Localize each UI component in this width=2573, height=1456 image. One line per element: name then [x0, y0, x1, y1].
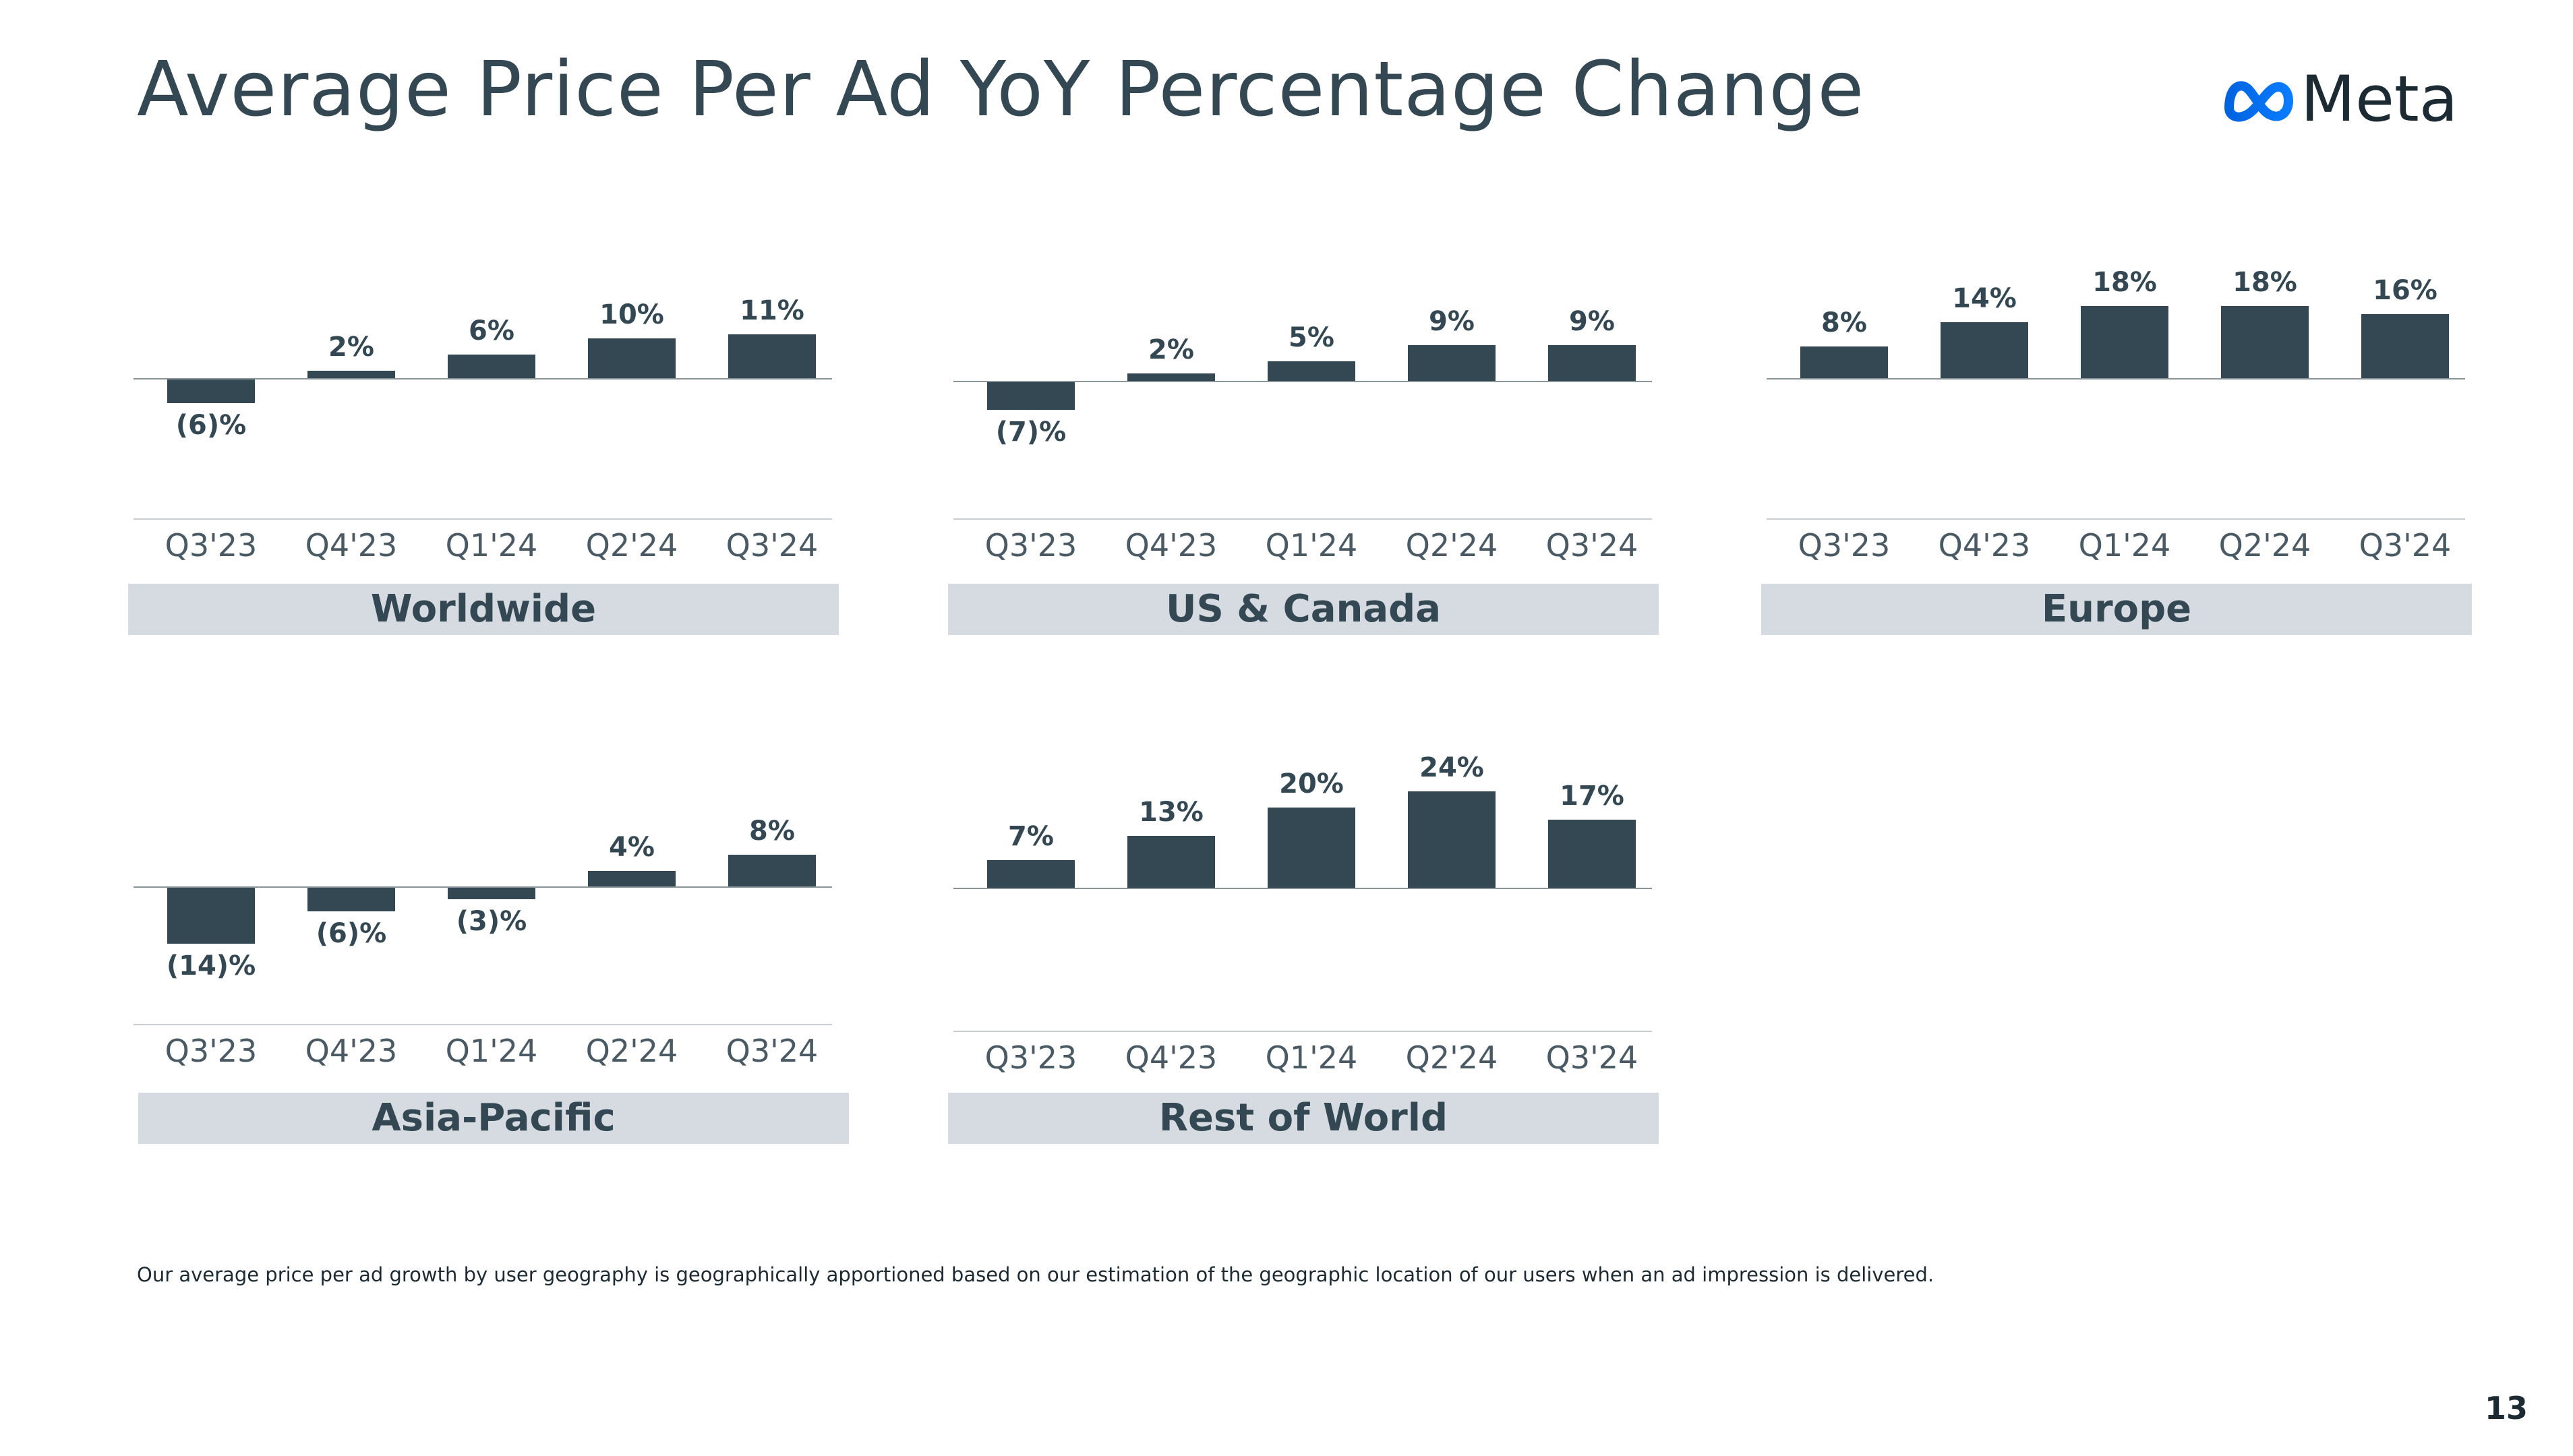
- category-tick-label: Q3'23: [985, 527, 1077, 564]
- data-label: 8%: [1821, 307, 1867, 338]
- bar: [448, 887, 535, 899]
- bar: [2081, 306, 2168, 379]
- category-tick-label: Q3'24: [2359, 527, 2452, 564]
- data-label: 24%: [1419, 752, 1484, 783]
- meta-infinity-logo-icon: [2224, 81, 2293, 122]
- bar: [448, 355, 535, 379]
- category-tick-label: Q3'24: [1546, 1039, 1638, 1076]
- category-tick-label: Q3'24: [726, 527, 819, 564]
- chart-europe: 8% Q3'23 14% Q4'23 18% Q1'24 18% Q2'24 16% Q3'24: [1761, 256, 2476, 566]
- bar: [307, 887, 395, 911]
- data-label: 20%: [1279, 768, 1344, 799]
- region-label-us-canada: US & Canada: [948, 584, 1659, 635]
- data-label: (14)%: [167, 950, 256, 981]
- footnote: Our average price per ad growth by user …: [137, 1263, 1934, 1286]
- category-tick-label: Q2'24: [586, 1033, 678, 1069]
- data-label: 5%: [1289, 322, 1334, 353]
- category-tick-label: Q1'24: [446, 1033, 538, 1069]
- chart-rest-of-world: 7% Q3'23 13% Q4'23 20% Q1'24 24% Q2'24 17% Q3'24: [948, 752, 1663, 1076]
- bar: [987, 382, 1075, 410]
- data-label: 18%: [2232, 267, 2297, 298]
- bar: [167, 887, 255, 944]
- data-label: 6%: [469, 315, 514, 346]
- bar: [307, 371, 395, 379]
- logo-wordmark: Meta: [2301, 63, 2458, 136]
- data-label: 13%: [1139, 797, 1204, 828]
- category-tick-label: Q4'23: [305, 527, 398, 564]
- bar: [728, 334, 816, 379]
- bar: [588, 871, 676, 887]
- bar: [2361, 314, 2449, 379]
- data-label: (7)%: [996, 417, 1066, 448]
- chart-asia-pacific: (14)% Q3'23 (6)% Q4'23 (3)% Q1'24 4% Q2'24 8% Q3'…: [128, 762, 843, 1072]
- bar: [1548, 345, 1636, 382]
- bar: [1268, 808, 1355, 888]
- data-label: 14%: [1952, 283, 2017, 314]
- data-label: 8%: [749, 816, 795, 847]
- category-tick-label: Q3'23: [165, 1033, 258, 1069]
- category-tick-label: Q4'23: [305, 1033, 398, 1069]
- bar: [728, 855, 816, 887]
- category-tick-label: Q2'24: [1406, 527, 1498, 564]
- page-title: Average Price Per Ad YoY Percentage Chan…: [137, 46, 1865, 133]
- data-label: 4%: [609, 832, 655, 863]
- category-tick-label: Q3'24: [726, 1033, 819, 1069]
- data-label: 18%: [2092, 267, 2157, 298]
- category-tick-label: Q3'23: [165, 527, 258, 564]
- bar: [987, 860, 1075, 888]
- category-tick-label: Q1'24: [2079, 527, 2171, 564]
- data-label: 11%: [740, 295, 804, 326]
- data-label: (6)%: [176, 410, 246, 441]
- category-tick-label: Q4'23: [1125, 1039, 1218, 1076]
- region-label-asia-pacific: Asia-Pacific: [138, 1093, 849, 1144]
- category-tick-label: Q3'24: [1546, 527, 1638, 564]
- category-tick-label: Q4'23: [1125, 527, 1218, 564]
- data-label: (6)%: [316, 918, 386, 949]
- data-label: (3)%: [456, 906, 527, 937]
- data-label: 16%: [2373, 275, 2437, 306]
- bar: [1800, 346, 1888, 379]
- bar: [1408, 791, 1496, 888]
- region-label-worldwide: Worldwide: [128, 584, 839, 635]
- region-label-rest-of-world: Rest of World: [948, 1093, 1659, 1144]
- category-tick-label: Q2'24: [2219, 527, 2311, 564]
- category-tick-label: Q3'23: [1798, 527, 1891, 564]
- bar: [1127, 836, 1215, 888]
- bar: [588, 338, 676, 379]
- category-tick-label: Q1'24: [1266, 1039, 1358, 1076]
- page-number: 13: [2485, 1390, 2528, 1426]
- category-tick-label: Q2'24: [1406, 1039, 1498, 1076]
- bar: [167, 379, 255, 403]
- bar: [1548, 820, 1636, 888]
- data-label: 9%: [1569, 306, 1615, 337]
- bar: [1268, 361, 1355, 382]
- bar: [2221, 306, 2309, 379]
- category-tick-label: Q1'24: [1266, 527, 1358, 564]
- category-tick-label: Q2'24: [586, 527, 678, 564]
- chart-us-canada: (7)% Q3'23 2% Q4'23 5% Q1'24 9% Q2'24 9% Q3'24: [948, 256, 1663, 566]
- category-tick-label: Q1'24: [446, 527, 538, 564]
- data-label: 7%: [1008, 821, 1054, 852]
- data-label: 2%: [1148, 334, 1194, 365]
- category-tick-label: Q4'23: [1939, 527, 2031, 564]
- meta-logo: Meta: [2222, 66, 2458, 133]
- bar: [1408, 345, 1496, 382]
- data-label: 17%: [1560, 781, 1624, 812]
- region-label-europe: Europe: [1761, 584, 2472, 635]
- bar: [1127, 373, 1215, 382]
- chart-worldwide: (6)% Q3'23 2% Q4'23 6% Q1'24 10% Q2'24 11% Q3'24: [128, 256, 843, 566]
- data-label: 10%: [599, 299, 664, 330]
- data-label: 2%: [328, 332, 374, 363]
- data-label: 9%: [1429, 306, 1475, 337]
- category-tick-label: Q3'23: [985, 1039, 1077, 1076]
- bar: [1941, 322, 2028, 379]
